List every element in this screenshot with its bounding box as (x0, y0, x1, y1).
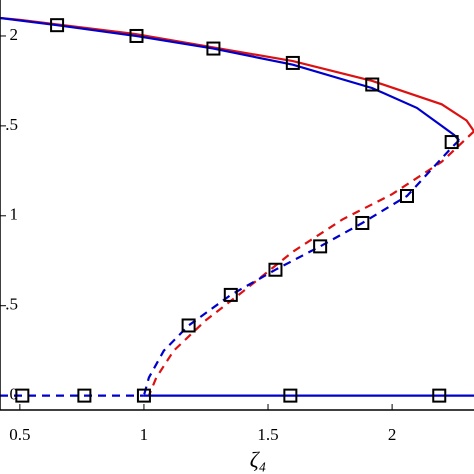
marker (365, 77, 380, 92)
x-tick-label: 2 (388, 425, 397, 444)
marker (285, 55, 300, 70)
marker (206, 41, 221, 56)
x-axis-label: ζ₄ (250, 447, 267, 472)
curve (147, 130, 474, 397)
marker (223, 287, 238, 302)
marker (77, 388, 92, 403)
marker (313, 239, 328, 254)
marker (283, 388, 298, 403)
marker (268, 262, 283, 277)
marker (181, 318, 196, 333)
marker (136, 388, 151, 403)
y-tick-label: .5 (5, 115, 18, 134)
marker (399, 189, 414, 204)
marker (432, 388, 447, 403)
marker (129, 28, 144, 43)
curve (0, 16, 474, 132)
y-tick-label: 2 (10, 25, 19, 44)
y-tick-label: .5 (5, 295, 18, 314)
marker (15, 388, 30, 403)
marker (50, 18, 65, 33)
axes-frame (0, 0, 474, 411)
y-tick-label: 1 (10, 205, 19, 224)
marker (355, 215, 370, 230)
y-tick-label: 0 (10, 385, 19, 404)
curve (142, 139, 460, 396)
x-tick-label: 0.5 (9, 425, 30, 444)
x-tick-label: 1.5 (257, 425, 278, 444)
x-tick-label: 1 (140, 425, 149, 444)
marker (444, 135, 459, 150)
curve (0, 16, 460, 142)
